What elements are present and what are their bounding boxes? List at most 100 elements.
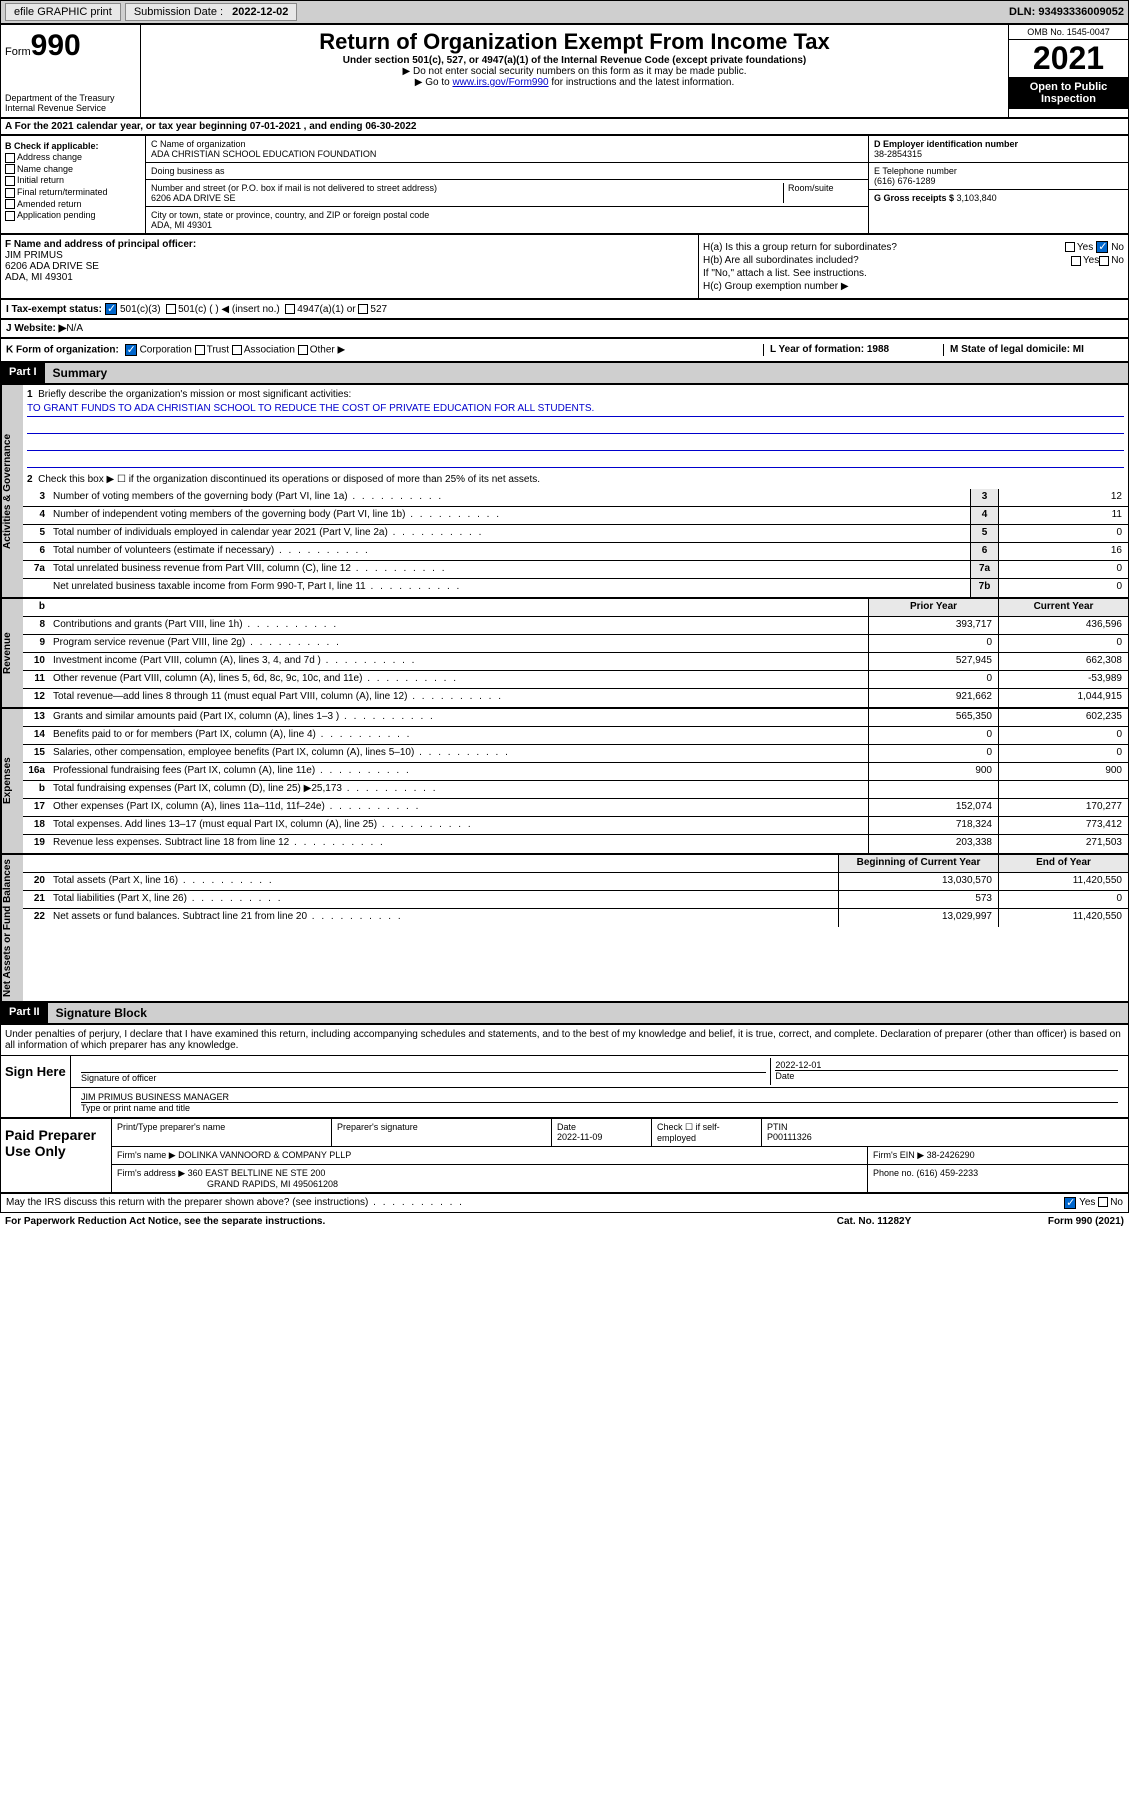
ptin-cell: PTINP00111326: [762, 1119, 1128, 1146]
data-line: 16a Professional fundraising fees (Part …: [23, 763, 1128, 781]
exp-lines: 13 Grants and similar amounts paid (Part…: [23, 709, 1128, 853]
form-subtitle: Under section 501(c), 527, or 4947(a)(1)…: [145, 55, 1004, 66]
col-b-title: B Check if applicable:: [5, 141, 141, 151]
form-num: 990: [31, 29, 81, 62]
opt-name: Name change: [5, 164, 141, 175]
g-cell: G Gross receipts $ 3,103,840: [869, 190, 1128, 206]
prep-name-label: Print/Type preparer's name: [112, 1119, 332, 1146]
gov-line: 4 Number of independent voting members o…: [23, 507, 1128, 525]
c-city-row: City or town, state or province, country…: [146, 207, 868, 233]
mission-text: TO GRANT FUNDS TO ADA CHRISTIAN SCHOOL T…: [27, 403, 1124, 417]
opt-address: Address change: [5, 152, 141, 163]
i-o3: 4947(a)(1) or: [297, 304, 355, 315]
form-title: Return of Organization Exempt From Incom…: [145, 29, 1004, 55]
irs-link[interactable]: www.irs.gov/Form990: [452, 77, 548, 88]
c-city: ADA, MI 49301: [151, 220, 429, 230]
dept: Department of the Treasury: [5, 93, 136, 103]
f-addr2: ADA, MI 49301: [5, 272, 694, 283]
footer-note: For Paperwork Reduction Act Notice, see …: [0, 1213, 1129, 1230]
data-line: 10 Investment income (Part VIII, column …: [23, 653, 1128, 671]
g-val: 3,103,840: [957, 193, 997, 203]
mission-block: 1 Briefly describe the organization's mi…: [23, 385, 1128, 489]
tax-year: 2021: [1009, 40, 1128, 77]
catno: Cat. No. 11282Y: [774, 1216, 974, 1227]
mission-blank3: [27, 454, 1124, 468]
sign-here-label: Sign Here: [1, 1056, 71, 1117]
k-m: M State of legal domicile: MI: [943, 344, 1123, 356]
header-left: Form990 Department of the Treasury Inter…: [1, 25, 141, 117]
prep-row3: Firm's address ▶ 360 EAST BELTLINE NE ST…: [112, 1165, 1128, 1192]
note-ssn: ▶ Do not enter social security numbers o…: [145, 66, 1004, 77]
form-number: Form990: [5, 29, 136, 63]
e-cell: E Telephone number (616) 676-1289: [869, 163, 1128, 190]
netassets-block: Net Assets or Fund Balances Beginning of…: [0, 854, 1129, 1002]
gov-line: 7a Total unrelated business revenue from…: [23, 561, 1128, 579]
part2-label: Part II: [1, 1003, 48, 1023]
i-o2: 501(c) ( ) ◀ (insert no.): [178, 304, 280, 315]
prep-date-cell: Date2022-11-09: [552, 1119, 652, 1146]
prep-row2: Firm's name ▶ DOLINKA VANNOORD & COMPANY…: [112, 1147, 1128, 1165]
j-val: N/A: [66, 323, 83, 334]
opt-amended: Amended return: [5, 199, 141, 210]
data-line: 18 Total expenses. Add lines 13–17 (must…: [23, 817, 1128, 835]
sub-date: 2022-12-02: [232, 6, 288, 18]
col-f: F Name and address of principal officer:…: [1, 235, 698, 298]
signature-block: Under penalties of perjury, I declare th…: [0, 1024, 1129, 1118]
governance-block: Activities & Governance 1 Briefly descri…: [0, 384, 1129, 598]
data-line: 8 Contributions and grants (Part VIII, l…: [23, 617, 1128, 635]
row-j: J Website: ▶ N/A: [0, 319, 1129, 338]
row-fh: F Name and address of principal officer:…: [0, 234, 1129, 299]
officer-name-row: JIM PRIMUS BUSINESS MANAGER Type or prin…: [71, 1088, 1128, 1117]
d-cell: D Employer identification number 38-2854…: [869, 136, 1128, 163]
paperwork: For Paperwork Reduction Act Notice, see …: [5, 1216, 774, 1227]
c-name: ADA CHRISTIAN SCHOOL EDUCATION FOUNDATIO…: [151, 149, 863, 159]
side-governance: Activities & Governance: [1, 385, 23, 597]
e-val: (616) 676-1289: [874, 176, 1123, 186]
sig-date: 2022-12-01: [775, 1060, 1118, 1070]
irs: Internal Revenue Service: [5, 103, 136, 113]
part1-title: Summary: [45, 363, 1128, 383]
mission-blank2: [27, 437, 1124, 451]
block-bc: B Check if applicable: Address change Na…: [0, 135, 1129, 234]
data-line: b Total fundraising expenses (Part IX, c…: [23, 781, 1128, 799]
col-deg: D Employer identification number 38-2854…: [868, 136, 1128, 233]
d-label: D Employer identification number: [874, 139, 1018, 149]
q1: Briefly describe the organization's miss…: [38, 389, 351, 400]
j-label: J Website: ▶: [6, 323, 66, 334]
part2-header: Part II Signature Block: [0, 1002, 1129, 1024]
hb-line: H(b) Are all subordinates included? Yes …: [703, 255, 1124, 266]
hdr-prior: Prior Year: [868, 599, 998, 616]
ha-line: H(a) Is this a group return for subordin…: [703, 241, 1124, 253]
i-o1: 501(c)(3): [120, 304, 161, 315]
discuss-no: No: [1110, 1197, 1123, 1209]
prep-check: Check ☐ if self-employed: [652, 1119, 762, 1146]
prep-sig-label: Preparer's signature: [332, 1119, 552, 1146]
rev-hdr: b Prior Year Current Year: [23, 599, 1128, 617]
hdr-end: End of Year: [998, 855, 1128, 872]
note2-pre: ▶ Go to: [415, 77, 453, 88]
opt-final: Final return/terminated: [5, 187, 141, 198]
side-expenses: Expenses: [1, 709, 23, 853]
data-line: 14 Benefits paid to or for members (Part…: [23, 727, 1128, 745]
f-name: JIM PRIMUS: [5, 250, 694, 261]
c-dba-row: Doing business as: [146, 163, 868, 180]
dln: DLN: 93493336009052: [1009, 6, 1124, 18]
501c3-checked: [105, 303, 117, 315]
f-addr1: 6206 ADA DRIVE SE: [5, 261, 694, 272]
col-b: B Check if applicable: Address change Na…: [1, 136, 146, 233]
k-trust: Trust: [207, 345, 229, 356]
opt-pending: Application pending: [5, 210, 141, 221]
discuss-yes: Yes: [1079, 1197, 1095, 1209]
discuss-yes-checked: [1064, 1197, 1076, 1209]
f-label: F Name and address of principal officer:: [5, 239, 196, 250]
data-line: 15 Salaries, other compensation, employe…: [23, 745, 1128, 763]
gov-line: 5 Total number of individuals employed i…: [23, 525, 1128, 543]
hc-line: H(c) Group exemption number ▶: [703, 281, 1124, 292]
submission-date-button[interactable]: Submission Date : 2022-12-02: [125, 3, 298, 21]
firm-ein-cell: Firm's EIN ▶ 38-2426290: [868, 1147, 1128, 1164]
efile-button[interactable]: efile GRAPHIC print: [5, 3, 121, 21]
k-other: Other ▶: [310, 345, 345, 356]
part2-title: Signature Block: [48, 1003, 1128, 1023]
sub-label: Submission Date :: [134, 6, 226, 18]
data-line: 12 Total revenue—add lines 8 through 11 …: [23, 689, 1128, 707]
